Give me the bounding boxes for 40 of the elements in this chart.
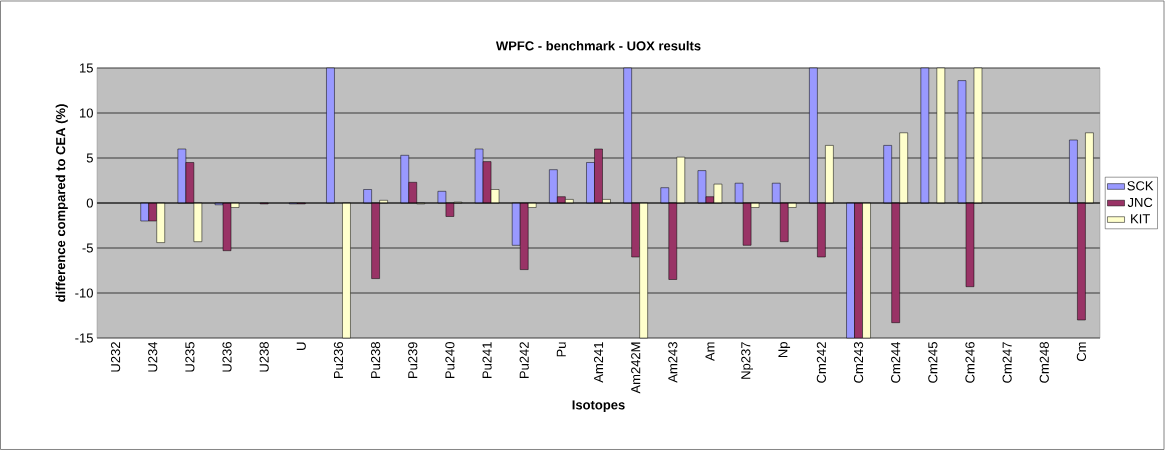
x-tick-label: Cm245 bbox=[928, 342, 938, 383]
legend-label: JNC bbox=[1127, 197, 1153, 207]
legend-label: SCK bbox=[1127, 181, 1154, 191]
x-tick-label: U bbox=[296, 342, 306, 350]
x-tick-label: U235 bbox=[185, 342, 195, 372]
x-tick-label: Np bbox=[778, 342, 791, 358]
x-tick-label: Cm bbox=[1076, 342, 1087, 362]
x-tick-label: Cm246 bbox=[965, 342, 975, 383]
x-tick-label: Np237 bbox=[741, 342, 753, 379]
x-axis-title: Isotopes bbox=[572, 400, 625, 413]
x-tick-label: U238 bbox=[259, 342, 269, 372]
x-tick-label: Cm248 bbox=[1039, 342, 1049, 383]
y-tick-label: 0 bbox=[86, 198, 93, 208]
x-tick-label: Cm242 bbox=[816, 342, 826, 383]
x-tick-label: Pu239 bbox=[408, 342, 418, 379]
y-tick-label: 10 bbox=[80, 108, 93, 118]
x-tick-label: Pu bbox=[556, 342, 566, 357]
x-tick-label: Cm244 bbox=[891, 341, 901, 383]
y-tick-label: 15 bbox=[80, 63, 93, 73]
x-tick-label: Am bbox=[705, 342, 715, 361]
x-tick-label: Cm247 bbox=[1002, 342, 1012, 383]
x-tick-label: Pu236 bbox=[333, 342, 344, 379]
x-tick-label: Cm243 bbox=[853, 342, 864, 383]
y-tick-label: -5 bbox=[82, 243, 93, 253]
x-tick-label: Pu242 bbox=[519, 342, 529, 379]
legend-label: KIT bbox=[1131, 214, 1150, 224]
x-tick-label: U234 bbox=[148, 341, 158, 372]
y-tick-label: -15 bbox=[75, 333, 93, 343]
x-tick-label: Pu238 bbox=[371, 342, 381, 379]
x-tick-label: Am241 bbox=[593, 342, 604, 383]
x-tick-label: Pu240 bbox=[445, 342, 455, 379]
y-axis-title: difference compared to CEA (%) bbox=[55, 104, 68, 302]
chart-title: WPFC - benchmark - UOX results bbox=[495, 40, 701, 51]
x-tick-label: Am243 bbox=[668, 342, 678, 383]
y-tick-label: 5 bbox=[86, 153, 93, 163]
x-tick-label: Am242M bbox=[631, 342, 641, 394]
x-tick-label: U236 bbox=[222, 342, 232, 372]
y-tick-label: -10 bbox=[75, 288, 93, 298]
x-tick-label: U232 bbox=[110, 342, 121, 372]
x-tick-label: Pu241 bbox=[482, 342, 492, 379]
